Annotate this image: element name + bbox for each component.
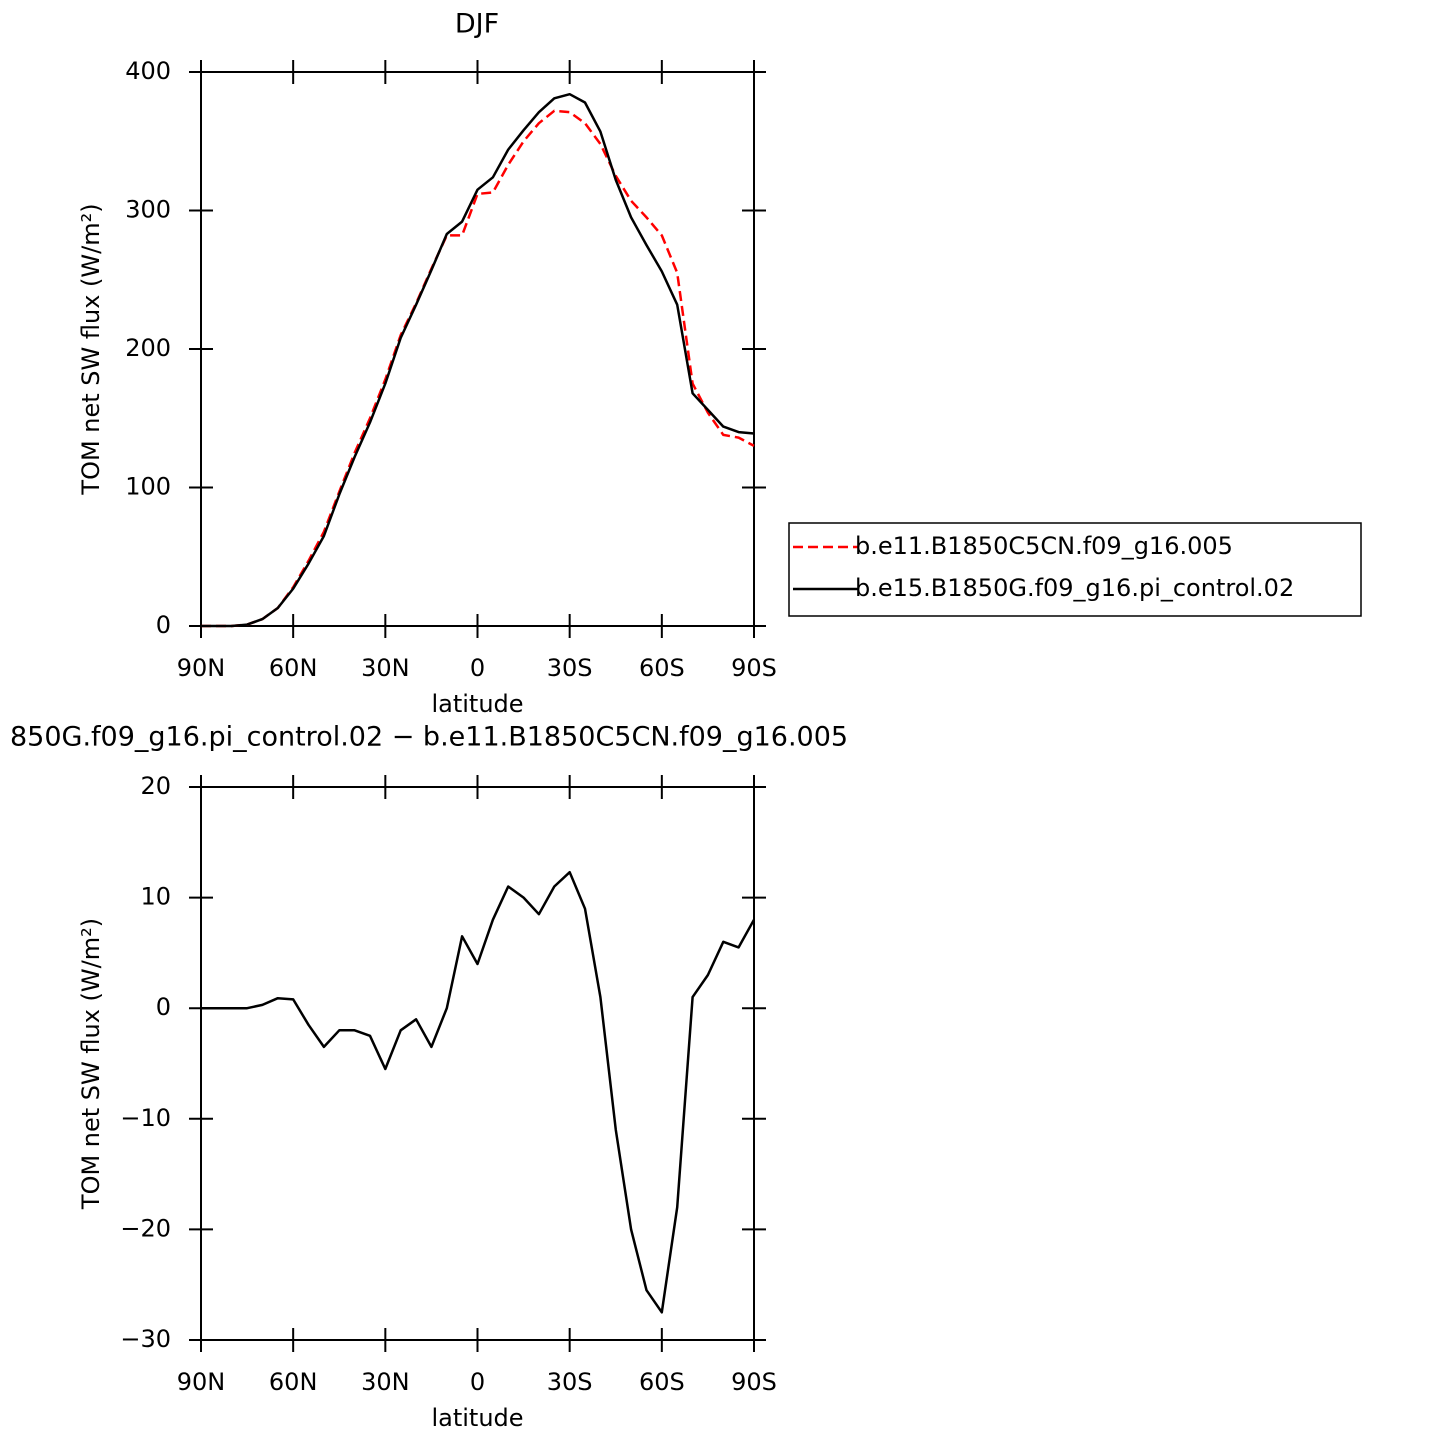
data-line bbox=[201, 92, 755, 628]
chart-title: 850G.f09_g16.pi_control.02 − b.e11.B1850… bbox=[10, 722, 848, 753]
y-tick-label: 20 bbox=[140, 772, 171, 800]
chart-title: DJF bbox=[455, 9, 499, 40]
y-axis-label: TOM net SW flux (W/m²) bbox=[77, 203, 105, 495]
x-tick-label: 90S bbox=[731, 1368, 777, 1396]
legend: b.e11.B1850C5CN.f09_g16.005 b.e15.B1850G.… bbox=[788, 522, 1362, 617]
y-tick-label: 0 bbox=[156, 611, 171, 639]
y-axis-label: TOM net SW flux (W/m²) bbox=[77, 918, 105, 1210]
x-axis-label: latitude bbox=[431, 1404, 523, 1432]
x-tick-label: 60S bbox=[639, 1368, 685, 1396]
data-line bbox=[201, 870, 756, 1314]
y-tick-label: −20 bbox=[120, 1214, 171, 1242]
y-tick-label: 200 bbox=[125, 334, 171, 362]
x-axis-label: latitude bbox=[431, 690, 523, 718]
x-tick-label: 30N bbox=[361, 654, 410, 682]
x-tick-label: 30S bbox=[547, 1368, 593, 1396]
x-tick-label: 30N bbox=[361, 1368, 410, 1396]
y-tick-label: 100 bbox=[125, 473, 171, 501]
x-tick-label: 90S bbox=[731, 654, 777, 682]
legend-box bbox=[788, 522, 1362, 617]
y-tick-label: −30 bbox=[120, 1325, 171, 1353]
x-tick-label: 90N bbox=[177, 654, 226, 682]
y-tick-label: 0 bbox=[156, 993, 171, 1021]
x-tick-label: 60N bbox=[269, 654, 318, 682]
y-tick-label: 10 bbox=[140, 883, 171, 911]
x-tick-label: 90N bbox=[177, 1368, 226, 1396]
x-tick-label: 30S bbox=[547, 654, 593, 682]
y-tick-label: −10 bbox=[120, 1104, 171, 1132]
legend-label: b.e11.B1850C5CN.f09_g16.005 bbox=[855, 532, 1233, 560]
x-tick-label: 60N bbox=[269, 1368, 318, 1396]
x-tick-label: 0 bbox=[470, 654, 485, 682]
plot-frame bbox=[200, 71, 755, 627]
x-tick-label: 0 bbox=[470, 1368, 485, 1396]
x-tick-label: 60S bbox=[639, 654, 685, 682]
y-tick-label: 400 bbox=[125, 57, 171, 85]
legend-label: b.e15.B1850G.f09_g16.pi_control.02 bbox=[855, 574, 1294, 602]
y-tick-label: 300 bbox=[125, 196, 171, 224]
plot-frame bbox=[200, 786, 755, 1341]
data-line bbox=[201, 109, 755, 628]
